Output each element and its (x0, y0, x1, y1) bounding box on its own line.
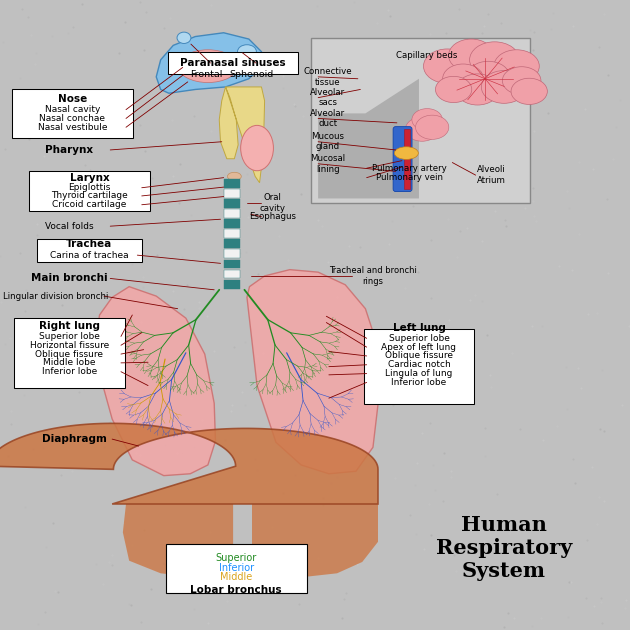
Text: Alveoli
Atrium: Alveoli Atrium (477, 166, 506, 185)
Polygon shape (247, 270, 379, 474)
Polygon shape (123, 504, 233, 576)
Ellipse shape (238, 45, 256, 59)
Ellipse shape (394, 147, 418, 159)
Text: Vocal folds: Vocal folds (45, 222, 94, 231)
FancyBboxPatch shape (14, 318, 125, 387)
Ellipse shape (456, 74, 499, 105)
Text: Right lung: Right lung (39, 321, 100, 331)
Text: Thyroid cartilage: Thyroid cartilage (51, 192, 128, 200)
Text: Oblique fissure: Oblique fissure (35, 350, 103, 358)
Text: Lingula of lung: Lingula of lung (386, 369, 452, 378)
FancyBboxPatch shape (404, 129, 410, 189)
FancyBboxPatch shape (224, 229, 240, 238)
Ellipse shape (481, 71, 527, 103)
Text: Lobar bronchus: Lobar bronchus (190, 585, 282, 595)
Text: Larynx: Larynx (69, 173, 110, 183)
FancyBboxPatch shape (168, 52, 298, 74)
FancyBboxPatch shape (224, 219, 240, 228)
Text: Diaphragm: Diaphragm (42, 434, 106, 444)
Ellipse shape (177, 32, 191, 43)
Ellipse shape (449, 39, 494, 72)
Text: Esophagus: Esophagus (249, 212, 295, 221)
Polygon shape (96, 287, 215, 476)
FancyBboxPatch shape (224, 239, 240, 248)
FancyBboxPatch shape (224, 270, 240, 278)
FancyBboxPatch shape (224, 179, 240, 188)
Text: Superior lobe: Superior lobe (389, 334, 449, 343)
Text: Mucosal
lining: Mucosal lining (310, 154, 345, 173)
Text: Oblique fissure: Oblique fissure (385, 352, 453, 360)
Text: Oral
cavity: Oral cavity (259, 193, 285, 212)
Ellipse shape (502, 67, 541, 94)
Text: Superior: Superior (215, 553, 257, 563)
Text: Horizontal fissure: Horizontal fissure (30, 341, 109, 350)
FancyBboxPatch shape (224, 189, 240, 198)
Polygon shape (219, 87, 265, 183)
FancyBboxPatch shape (166, 544, 307, 593)
Text: Inferior: Inferior (219, 563, 254, 573)
Text: Trachea: Trachea (66, 239, 113, 249)
Polygon shape (252, 504, 378, 576)
Text: Nose: Nose (58, 94, 87, 104)
Text: Pulmonary vein: Pulmonary vein (376, 173, 443, 182)
FancyBboxPatch shape (393, 127, 412, 192)
Text: Apex of left lung: Apex of left lung (381, 343, 457, 352)
Text: Paranasal sinuses: Paranasal sinuses (180, 58, 286, 68)
Text: Lingular division bronchi: Lingular division bronchi (3, 292, 108, 301)
Ellipse shape (467, 61, 510, 93)
FancyBboxPatch shape (37, 239, 142, 262)
Ellipse shape (406, 117, 438, 141)
FancyBboxPatch shape (224, 249, 240, 258)
FancyBboxPatch shape (224, 280, 240, 289)
Polygon shape (156, 33, 261, 93)
FancyBboxPatch shape (13, 89, 133, 138)
Text: Alveolar
sacs: Alveolar sacs (310, 88, 345, 107)
Text: Inferior lobe: Inferior lobe (42, 367, 97, 376)
Text: Tracheal and bronchi
rings: Tracheal and bronchi rings (329, 266, 417, 285)
Text: Frontal: Frontal (190, 70, 223, 79)
Text: Cricoid cartilage: Cricoid cartilage (52, 200, 127, 209)
Ellipse shape (416, 115, 449, 139)
FancyBboxPatch shape (29, 171, 150, 211)
Polygon shape (0, 423, 378, 504)
Ellipse shape (178, 50, 238, 83)
Text: Epiglottis: Epiglottis (68, 183, 111, 192)
Ellipse shape (469, 42, 520, 78)
Text: Left lung: Left lung (392, 323, 445, 333)
Text: Nasal conchae: Nasal conchae (40, 114, 105, 123)
Text: Inferior lobe: Inferior lobe (391, 378, 447, 387)
Ellipse shape (423, 49, 471, 83)
Text: Human
Respiratory
System: Human Respiratory System (436, 515, 572, 581)
Ellipse shape (494, 50, 539, 83)
Ellipse shape (191, 55, 226, 74)
Text: Pulmonary artery: Pulmonary artery (372, 164, 447, 173)
Text: Capillary beds: Capillary beds (396, 51, 458, 60)
Text: Carina of trachea: Carina of trachea (50, 251, 129, 260)
FancyBboxPatch shape (224, 199, 240, 208)
Text: Main bronchi: Main bronchi (31, 273, 108, 284)
Text: Superior lobe: Superior lobe (39, 332, 100, 341)
Text: Middle: Middle (220, 572, 253, 582)
FancyBboxPatch shape (224, 209, 240, 218)
Ellipse shape (412, 108, 442, 131)
Ellipse shape (511, 78, 547, 105)
Text: Connective
tissue: Connective tissue (303, 67, 352, 86)
Text: Middle lobe: Middle lobe (43, 358, 96, 367)
Text: Cardiac notch: Cardiac notch (387, 360, 450, 369)
Ellipse shape (443, 64, 483, 93)
Text: Nasal cavity: Nasal cavity (45, 105, 100, 114)
Ellipse shape (227, 172, 241, 181)
Polygon shape (318, 79, 419, 198)
Text: Pharynx: Pharynx (45, 145, 93, 155)
Text: Nasal vestibule: Nasal vestibule (38, 123, 107, 132)
Text: Mucous
gland: Mucous gland (311, 132, 344, 151)
FancyBboxPatch shape (364, 329, 474, 404)
FancyBboxPatch shape (224, 260, 240, 268)
Ellipse shape (241, 125, 273, 171)
FancyBboxPatch shape (311, 38, 530, 203)
Text: Sphenoid: Sphenoid (230, 70, 274, 79)
Text: Alveolar
duct: Alveolar duct (310, 109, 345, 128)
Ellipse shape (435, 76, 472, 103)
